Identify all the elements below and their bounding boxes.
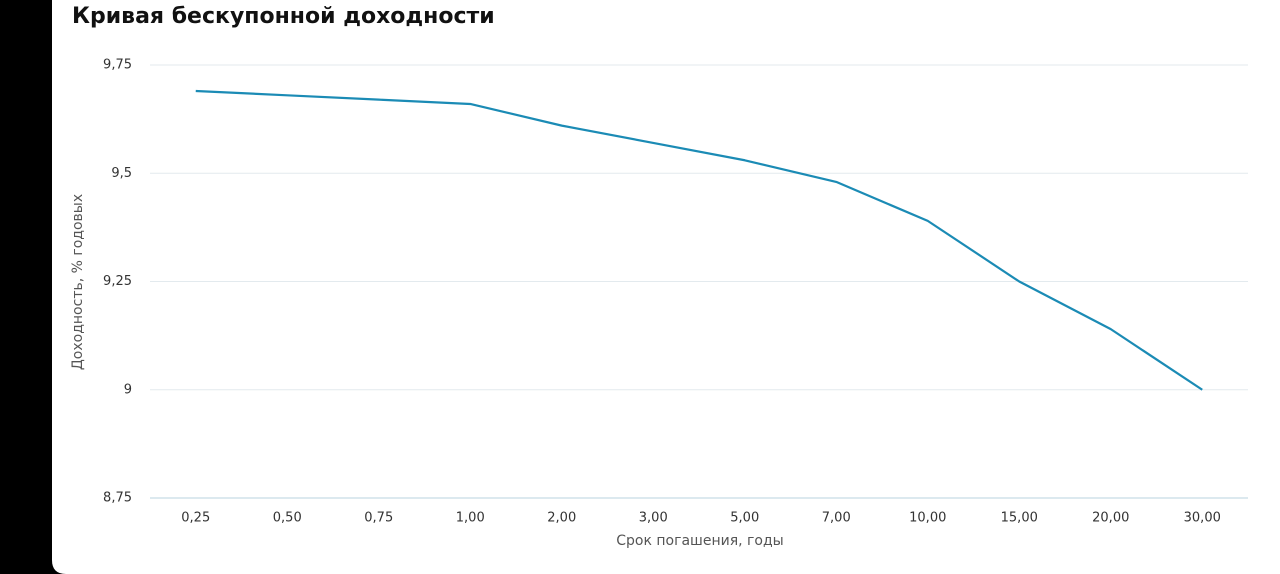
y-tick-label: 8,75 [103,491,132,506]
x-tick-label: 15,00 [1001,511,1038,526]
x-tick-label: 0,25 [181,511,210,526]
x-tick-label: 2,00 [547,511,576,526]
x-tick-label: 0,50 [273,511,302,526]
panel [52,0,1280,574]
data-line [195,89,1203,391]
x-tick-label: 0,75 [364,511,393,526]
y-tick-label: 9,25 [103,274,132,289]
y-tick-label: 9 [124,382,132,397]
x-tick-label: 1,00 [456,511,485,526]
y-tick-label: 9,5 [111,166,132,181]
y-axis-title: Доходность, % годовых [70,194,86,370]
y-tick-label: 9,75 [103,58,132,73]
x-tick-label: 10,00 [909,511,946,526]
x-tick-label: 3,00 [639,511,668,526]
x-tick-label: 30,00 [1184,511,1221,526]
x-tick-label: 5,00 [730,511,759,526]
x-tick-label: 20,00 [1092,511,1129,526]
chart-title: Кривая бескупонной доходности [72,4,495,29]
x-axis-title: Срок погашения, годы [616,533,783,549]
x-tick-label: 7,00 [822,511,851,526]
